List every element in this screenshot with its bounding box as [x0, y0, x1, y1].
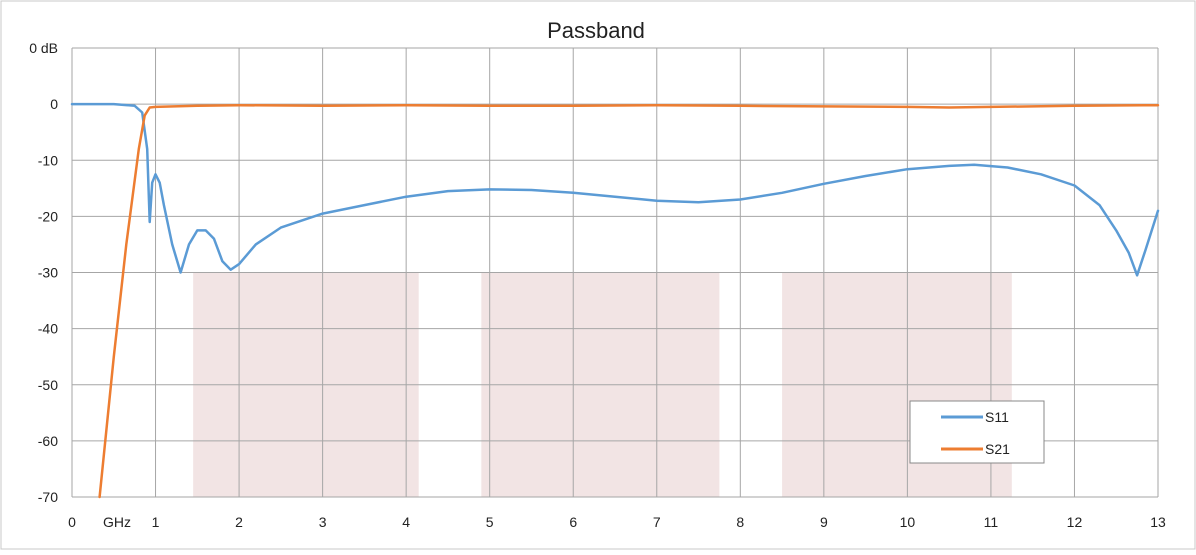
x-tick-label: 8 — [736, 514, 744, 530]
legend-label-s11: S11 — [985, 409, 1009, 425]
y-tick-label: 0 — [50, 96, 58, 112]
grid — [71, 47, 1159, 498]
legend: S11 S21 — [909, 400, 1045, 464]
y-tick-label: 0 dB — [29, 40, 58, 56]
y-tick-label: -20 — [38, 208, 58, 224]
x-tick-label: 9 — [820, 514, 828, 530]
y-tick-label: -60 — [38, 433, 58, 449]
x-tick-label: 13 — [1150, 514, 1166, 530]
y-tick-label: -50 — [38, 377, 58, 393]
series-line-s11 — [70, 102, 1160, 277]
y-tick-label: -30 — [38, 265, 58, 281]
x-tick-label: 2 — [235, 514, 243, 530]
x-tick-label: 6 — [569, 514, 577, 530]
x-axis-label: GHz — [103, 514, 131, 530]
x-tick-label: 3 — [319, 514, 327, 530]
x-tick-label: 11 — [984, 514, 999, 530]
y-tick-labels: 0 dB 0 -10 -20 -30 -40 -50 -60 -70 — [29, 40, 58, 505]
x-tick-label: 12 — [1067, 514, 1083, 530]
x-tick-labels: 0 1 2 3 4 5 6 7 8 9 10 11 12 13 — [68, 514, 1166, 530]
x-tick-label: 5 — [486, 514, 494, 530]
x-tick-label: 4 — [402, 514, 410, 530]
legend-label-s21: S21 — [985, 441, 1010, 457]
x-tick-label: 7 — [653, 514, 661, 530]
legend-box — [909, 400, 1045, 464]
x-tick-label: 10 — [900, 514, 916, 530]
y-tick-label: -10 — [38, 152, 58, 168]
chart-title: Passband — [547, 18, 645, 43]
series-line-s21 — [98, 103, 1160, 499]
x-tick-label: 0 — [68, 514, 76, 530]
y-tick-label: -70 — [38, 489, 58, 505]
series-lines — [70, 102, 1160, 499]
y-tick-label: -40 — [38, 321, 58, 337]
x-tick-label: 1 — [152, 514, 160, 530]
